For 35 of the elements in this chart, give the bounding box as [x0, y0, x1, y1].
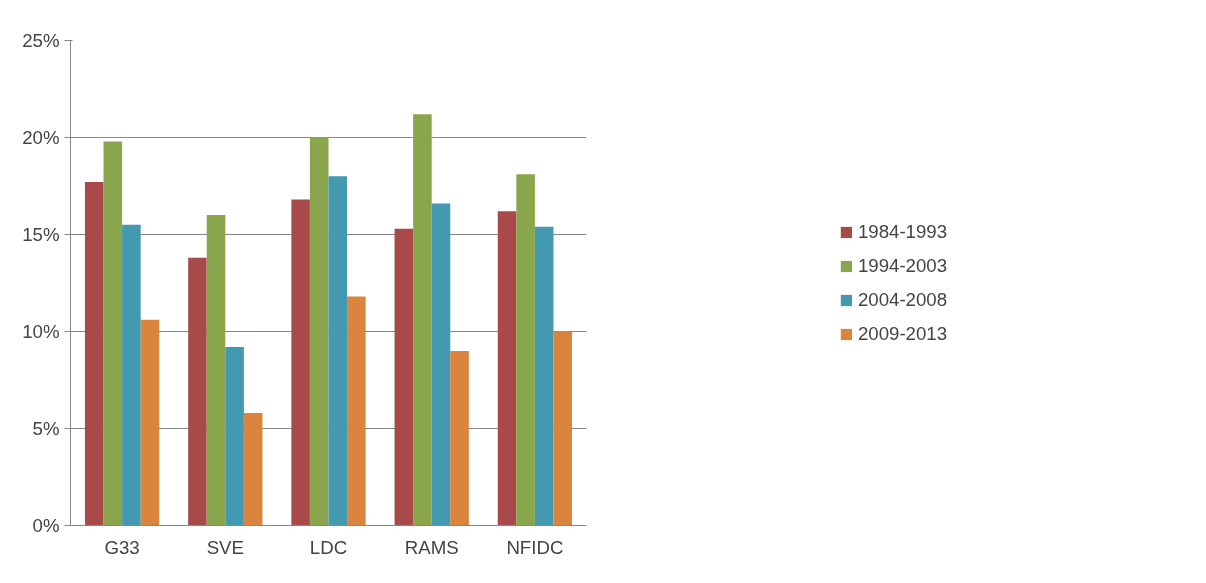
y-tick-label: 5%: [32, 418, 60, 439]
x-tick-label: NFIDC: [506, 536, 564, 558]
bar: [431, 203, 451, 526]
y-tick-label: 0%: [32, 515, 60, 536]
bar: [103, 141, 123, 526]
x-tick-label: RAMS: [404, 536, 459, 558]
bar: [516, 174, 535, 526]
bar: [243, 412, 263, 526]
legend-label: 1994-2003: [857, 254, 948, 277]
y-tick-label: 20%: [22, 127, 60, 148]
bar: [413, 114, 432, 526]
bar: [206, 215, 226, 526]
bar: [347, 296, 366, 526]
bar: [497, 211, 517, 526]
x-tick-label: SVE: [206, 536, 244, 558]
bar: [188, 257, 207, 526]
x-tick-label: G33: [104, 536, 140, 558]
bar: [309, 137, 329, 526]
bar: [328, 176, 348, 526]
bar: [291, 199, 310, 526]
bar: [534, 226, 554, 526]
bar: [225, 347, 244, 526]
legend-label: 1984-1993: [857, 220, 948, 243]
legend-label: 2009-2013: [857, 322, 948, 345]
x-tick-label: LDC: [309, 536, 348, 558]
bar: [140, 319, 160, 526]
bar: [122, 224, 141, 526]
bar: [553, 331, 573, 526]
y-tick-label: 25%: [22, 30, 60, 51]
bar: [84, 182, 104, 526]
y-tick-label: 15%: [22, 224, 60, 245]
y-tick-label: 10%: [22, 321, 60, 342]
legend-label: 2004-2008: [857, 288, 948, 311]
bar: [394, 228, 414, 526]
bar: [450, 350, 469, 526]
